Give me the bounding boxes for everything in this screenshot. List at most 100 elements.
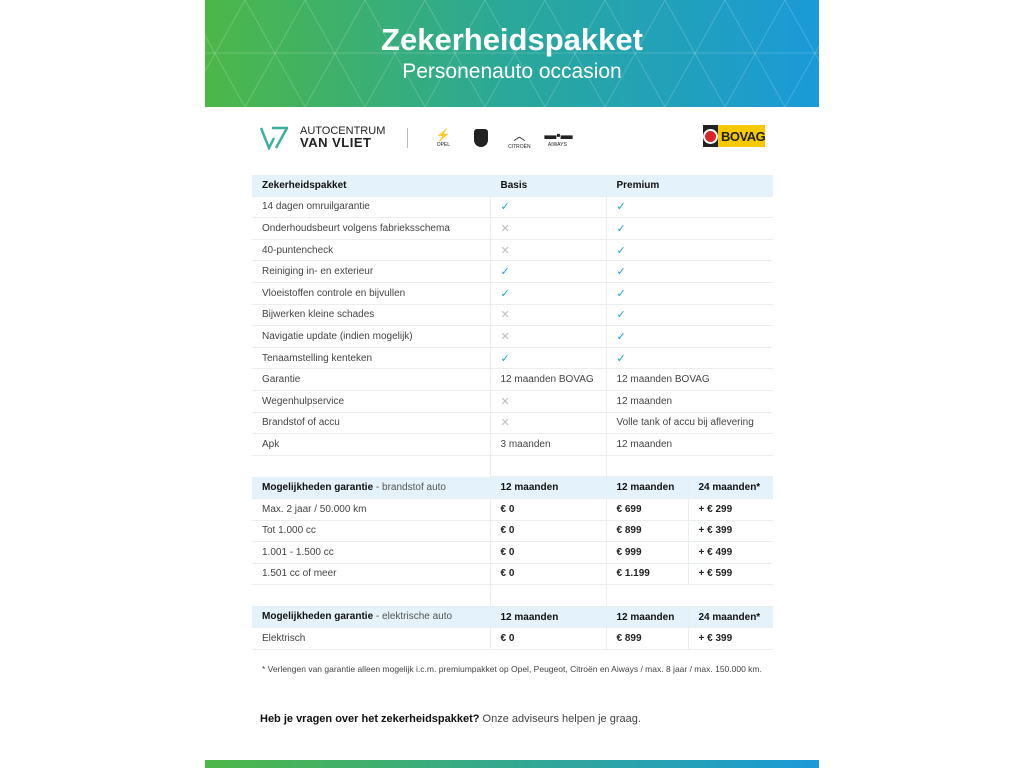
table-cell: Tenaamstelling kenteken [252, 347, 491, 370]
table-cell: ✓ [606, 282, 773, 305]
table-cell: Wegenhulpservice [252, 390, 491, 413]
contact-question: Heb je vragen over het zekerheidspakket?… [260, 713, 641, 725]
table-cell: 12 maanden BOVAG [606, 368, 773, 391]
table-cell: 24 maanden* [688, 476, 773, 499]
check-icon: ✓ [500, 201, 510, 214]
table-cell: + € 299 [688, 498, 773, 521]
cell-text: Zekerheidspakket [262, 179, 347, 191]
table-cell: ✕ [490, 239, 607, 262]
cell-text: 14 dagen omruilgarantie [262, 201, 370, 213]
table-cell: ✓ [606, 196, 773, 219]
table-cell: ✕ [490, 412, 607, 435]
table-cell: Reiniging in- en exterieur [252, 260, 491, 283]
table-cell: ✓ [606, 239, 773, 262]
table-cell: 14 dagen omruilgarantie [252, 196, 491, 219]
table-cell: ✓ [606, 304, 773, 327]
table-row: Apk 3 maanden 12 maanden [252, 433, 773, 456]
cell-text: 12 maanden [500, 482, 559, 494]
cell-text: 12 maanden [500, 611, 559, 623]
table-cell: 24 maanden* [688, 606, 773, 629]
cell-text: 12 maanden BOVAG [500, 374, 594, 386]
cell-text: Volle tank of accu bij aflevering [616, 417, 754, 429]
cross-icon: ✕ [500, 417, 510, 430]
table-cell: € 0 [490, 520, 607, 543]
cell-text: Elektrisch [262, 633, 306, 645]
table-cell: Basis [490, 175, 607, 197]
table-row: Reiniging in- en exterieur ✓ ✓ [252, 260, 773, 283]
cross-icon: ✕ [500, 244, 510, 257]
cell-text: 1.001 - 1.500 cc [262, 546, 334, 558]
cell-text: Tenaamstelling kenteken [262, 352, 373, 364]
cell-text: 12 maanden [616, 611, 675, 623]
check-icon: ✓ [616, 352, 626, 365]
table-row: 1.501 cc of meer € 0 € 1.199 + € 599 [252, 563, 773, 586]
cell-text: + € 399 [698, 525, 733, 537]
cell-text: € 1.199 [616, 568, 650, 580]
cell-text: Reiniging in- en exterieur [262, 266, 374, 278]
header-banner: Zekerheidspakket Personenauto occasion [205, 0, 819, 107]
table-cell: 1.501 cc of meer [252, 563, 491, 586]
table-cell: 40-puntencheck [252, 239, 491, 262]
cell-text: 24 maanden* [698, 482, 761, 494]
table-row: 40-puntencheck ✕ ✓ [252, 239, 773, 262]
table-row: Garantie 12 maanden BOVAG 12 maanden BOVAG [252, 368, 773, 391]
cell-text: + € 399 [698, 633, 733, 645]
table-cell: 12 maanden [490, 476, 607, 499]
cell-text: Vloeistoffen controle en bijvullen [262, 287, 406, 299]
table-cell: + € 399 [688, 520, 773, 543]
cell-text: Navigatie update (indien mogelijk) [262, 330, 413, 342]
cell-text: Brandstof of accu [262, 417, 340, 429]
cell-text: € 699 [616, 503, 642, 515]
table-cell: ✕ [490, 390, 607, 413]
footer-bar [205, 760, 819, 768]
table-row: 1.001 - 1.500 cc € 0 € 999 + € 499 [252, 541, 773, 564]
table-cell: Garantie [252, 368, 491, 391]
check-icon: ✓ [616, 244, 626, 257]
cell-text: € 0 [500, 525, 515, 537]
cell-text: Bijwerken kleine schades [262, 309, 375, 321]
check-icon: ✓ [500, 352, 510, 365]
table-cell: 1.001 - 1.500 cc [252, 541, 491, 564]
spacer-row [252, 455, 773, 478]
triangle-pattern [205, 0, 819, 107]
table-row: Bijwerken kleine schades ✕ ✓ [252, 304, 773, 327]
cell-text: Garantie [262, 374, 301, 386]
table-cell: € 899 [606, 627, 689, 651]
table-cell: Tot 1.000 cc [252, 520, 491, 543]
cell-text: 12 maanden [616, 482, 675, 494]
cell-text: Max. 2 jaar / 50.000 km [262, 503, 367, 515]
table-cell: Onderhoudsbeurt volgens fabrieksschema [252, 217, 491, 240]
divider [407, 128, 409, 148]
cell-text: + € 299 [698, 503, 733, 515]
table-cell: 12 maanden BOVAG [490, 368, 607, 391]
cell-text: € 899 [616, 633, 642, 645]
check-icon: ✓ [616, 266, 626, 279]
cell-text: Wegenhulpservice [262, 395, 345, 407]
check-icon: ✓ [616, 309, 626, 322]
table-header-row: Zekerheidspakket Basis Premium [252, 175, 773, 197]
cell-text: Onderhoudsbeurt volgens fabrieksschema [262, 222, 450, 234]
table-cell: € 0 [490, 498, 607, 521]
bovag-logo: BOVAG [703, 125, 766, 147]
table-row: Navigatie update (indien mogelijk) ✕ ✓ [252, 325, 773, 348]
table-cell: € 699 [606, 498, 689, 521]
opel-logo: ⚡ OPEL [435, 128, 451, 148]
table-cell: 12 maanden [606, 476, 689, 499]
cell-text: 12 maanden [616, 438, 673, 450]
table-cell: € 0 [490, 541, 607, 564]
brochure-page: Zekerheidspakket Personenauto occasion A… [205, 0, 819, 768]
package-table: Zekerheidspakket Basis Premium 14 dagen omr… [252, 175, 773, 651]
cell-text: Basis [500, 179, 528, 191]
check-icon: ✓ [500, 287, 510, 300]
cell-text: 40-puntencheck [262, 244, 334, 256]
table-row: Tot 1.000 cc € 0 € 899 + € 399 [252, 520, 773, 543]
cell-text: 12 maanden [616, 395, 673, 407]
page-title: Zekerheidspakket [381, 22, 643, 57]
cell-text: 1.501 cc of meer [262, 568, 337, 580]
table-row: Elektrisch € 0 € 899 + € 399 [252, 627, 773, 651]
cell-text: € 0 [500, 633, 515, 645]
spacer-row [252, 584, 773, 607]
check-icon: ✓ [616, 222, 626, 235]
footnote: * Verlengen van garantie alleen mogelijk… [262, 664, 762, 674]
table-cell: Brandstof of accu [252, 412, 491, 435]
